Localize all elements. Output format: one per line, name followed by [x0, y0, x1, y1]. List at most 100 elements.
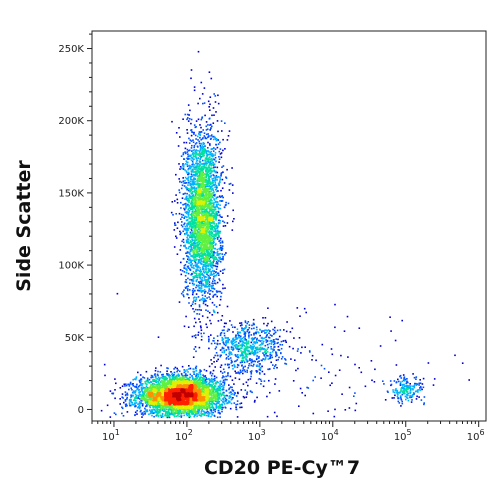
event-dot	[202, 159, 204, 162]
event-dot	[211, 235, 214, 238]
event-dot	[191, 289, 194, 292]
event-dot	[236, 403, 239, 406]
event-dot	[221, 315, 224, 317]
event-dot	[171, 377, 174, 380]
event-dot	[195, 245, 197, 247]
event-dot	[237, 348, 240, 351]
event-dot	[212, 256, 214, 258]
event-dot	[199, 369, 201, 371]
event-dot	[193, 203, 196, 205]
event-dot	[187, 213, 190, 215]
event-dot	[188, 199, 190, 202]
event-dot	[206, 182, 208, 184]
event-dot	[199, 269, 202, 271]
event-dot	[185, 279, 187, 281]
event-dot	[197, 175, 199, 178]
event-dot	[276, 329, 279, 332]
event-dot	[272, 339, 275, 341]
event-dot	[182, 214, 185, 216]
event-dot	[195, 228, 197, 231]
event-dot	[211, 372, 214, 375]
event-dot	[240, 338, 242, 341]
event-dot	[246, 393, 248, 395]
event-dot	[194, 235, 196, 238]
event-dot	[360, 371, 363, 374]
event-dot	[186, 219, 189, 221]
event-dot	[185, 315, 187, 318]
event-dot	[197, 157, 199, 159]
event-dot	[394, 339, 397, 342]
event-dot	[245, 381, 248, 384]
event-dot	[201, 272, 204, 275]
event-dot	[195, 173, 197, 176]
event-dot	[408, 385, 410, 387]
event-dot	[423, 403, 425, 406]
event-dot	[114, 389, 116, 391]
event-dot	[162, 407, 165, 410]
event-dot	[197, 102, 199, 105]
event-dot	[119, 403, 121, 405]
event-dot	[205, 262, 207, 265]
event-dot	[400, 399, 403, 401]
event-dot	[213, 260, 215, 262]
event-dot	[202, 146, 205, 148]
event-dot	[137, 389, 140, 391]
event-dot	[203, 162, 206, 165]
event-dot	[228, 348, 230, 351]
event-dot	[244, 321, 247, 324]
event-dot	[400, 377, 403, 379]
event-dot	[196, 243, 199, 246]
event-dot	[225, 349, 228, 351]
event-dot	[222, 269, 224, 271]
event-dot	[183, 289, 185, 291]
event-dot	[409, 395, 411, 397]
event-dot	[192, 149, 195, 152]
event-dot	[209, 129, 211, 131]
event-dot	[196, 415, 198, 417]
event-dot	[229, 395, 231, 397]
event-dot	[358, 327, 361, 329]
event-dot	[160, 381, 163, 383]
event-dot	[248, 337, 250, 339]
event-dot	[190, 227, 193, 230]
event-dot	[203, 148, 206, 150]
event-dot	[210, 271, 213, 273]
event-dot	[178, 370, 181, 373]
event-dot	[193, 317, 196, 320]
event-dot	[245, 325, 247, 327]
event-dot	[144, 390, 146, 392]
event-dot	[219, 380, 221, 383]
event-dot	[157, 414, 159, 416]
event-dot	[155, 367, 157, 369]
event-dot	[210, 266, 213, 268]
event-dot	[219, 385, 221, 387]
event-dot	[228, 366, 230, 369]
event-dot	[199, 185, 201, 187]
event-dot	[269, 330, 271, 332]
event-dot	[209, 394, 211, 396]
event-dot	[219, 258, 222, 260]
event-dot	[216, 176, 219, 179]
event-dot	[272, 364, 274, 366]
event-dot	[187, 247, 190, 250]
event-dot	[150, 411, 152, 413]
event-dot	[212, 390, 214, 392]
event-dot	[219, 252, 222, 255]
event-dot	[323, 367, 326, 370]
event-dot	[212, 294, 215, 297]
event-dot	[190, 200, 193, 202]
event-dot	[180, 261, 182, 264]
event-dot	[273, 411, 276, 414]
event-dot	[191, 144, 193, 147]
event-dot	[201, 266, 204, 268]
event-dot	[229, 396, 232, 398]
event-dot	[244, 334, 246, 336]
event-dot	[206, 410, 209, 413]
event-dot	[206, 243, 209, 246]
event-dot	[192, 278, 194, 281]
event-dot	[145, 388, 147, 390]
event-dot	[196, 278, 198, 281]
event-dot	[214, 225, 216, 227]
event-dot	[213, 184, 215, 186]
event-dot	[228, 400, 231, 403]
